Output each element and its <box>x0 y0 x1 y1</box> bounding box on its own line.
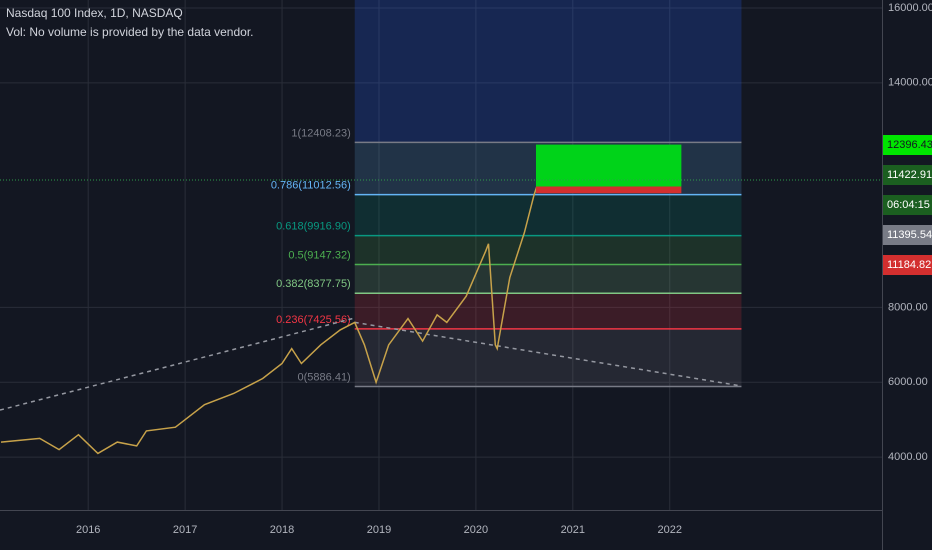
price-line <box>0 179 540 455</box>
trend-line <box>0 317 355 411</box>
fib-band <box>354 293 742 329</box>
chart-subtitle: Vol: No volume is provided by the data v… <box>6 25 253 39</box>
fib-band <box>354 194 742 236</box>
fib-label: 0.618(9916.90) <box>276 221 351 233</box>
trend-line <box>354 321 742 387</box>
fib-label: 0.786(11012.56) <box>271 180 351 192</box>
chart-title: Nasdaq 100 Index, 1D, NASDAQ <box>6 6 183 20</box>
fib-band <box>354 235 742 265</box>
fib-band <box>354 328 742 387</box>
price-label: 11422.91 <box>887 169 932 181</box>
fib-label: 0(5886.41) <box>298 371 351 383</box>
x-tick-label: 2018 <box>270 524 294 536</box>
price-label: 12396.43 <box>887 139 932 151</box>
price-label-bg <box>883 255 932 275</box>
price-label-bg <box>883 195 932 215</box>
x-tick-label: 2019 <box>367 524 391 536</box>
position-stop <box>535 186 682 194</box>
price-label-bg <box>883 165 932 185</box>
y-tick-label: 14000.00 <box>888 77 932 89</box>
fib-band <box>354 264 742 294</box>
x-tick-label: 2016 <box>76 524 100 536</box>
price-label: 11395.54 <box>887 229 932 241</box>
y-tick-label: 4000.00 <box>888 451 928 463</box>
fib-label: 0.236(7425.56) <box>276 314 351 326</box>
fib-label: 1(12408.23) <box>291 127 350 139</box>
y-tick-label: 8000.00 <box>888 301 928 313</box>
fib-top-zone <box>354 0 742 143</box>
main-layer: 4000.00 6000.00 8000.00 14000.00 16000.00 201… <box>0 2 932 536</box>
x-tick-label: 2020 <box>464 524 488 536</box>
x-tick-label: 2021 <box>561 524 585 536</box>
fib-label: 0.382(8377.75) <box>276 278 351 290</box>
price-label-bg <box>883 225 932 245</box>
fib-label: 0.5(9147.32) <box>288 249 350 261</box>
x-tick-label: 2022 <box>657 524 681 536</box>
x-tick-label: 2017 <box>173 524 197 536</box>
price-label: 11184.82 <box>887 259 931 271</box>
y-tick-label: 16000.00 <box>888 2 932 14</box>
price-label: 06:04:15 <box>887 199 930 211</box>
y-tick-label: 6000.00 <box>888 376 928 388</box>
price-label-bg <box>883 135 932 155</box>
position-target <box>535 144 682 187</box>
